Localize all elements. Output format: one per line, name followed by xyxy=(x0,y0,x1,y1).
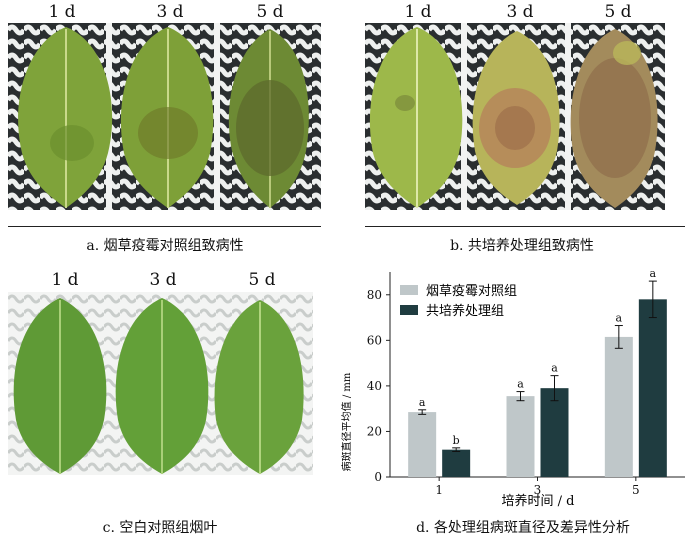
significance-label: a xyxy=(551,362,558,375)
day-label: 1 d xyxy=(48,2,76,22)
bar-control xyxy=(604,336,633,477)
significance-label: a xyxy=(650,267,657,280)
leaf-photo-blank xyxy=(8,292,313,475)
day-label: 5 d xyxy=(604,2,632,22)
panel-c-caption: c. 空白对照组烟叶 xyxy=(102,520,218,536)
y-tick-label: 20 xyxy=(367,424,382,438)
legend-swatch-treatment xyxy=(400,305,418,315)
day-label: 5 d xyxy=(256,2,284,22)
x-tick-label: 1 xyxy=(435,483,443,497)
x-axis-label: 培养时间 / d xyxy=(502,493,575,507)
caption-rule xyxy=(8,226,321,227)
day-label: 3 d xyxy=(506,2,534,22)
panel-a-caption: a. 烟草疫霉对照组致病性 xyxy=(86,238,244,254)
significance-label: a xyxy=(517,378,524,391)
legend-label-control: 烟草疫霉对照组 xyxy=(426,283,517,299)
x-tick-label: 5 xyxy=(632,483,640,497)
x-tick-label: 3 xyxy=(534,483,542,497)
significance-label: b xyxy=(453,434,460,447)
legend: 烟草疫霉对照组 共培养处理组 xyxy=(400,283,517,319)
leaf-photo-control xyxy=(8,23,321,210)
day-label: 1 d xyxy=(404,2,432,22)
leaf-photo-cocultured xyxy=(365,23,665,210)
day-label: 3 d xyxy=(149,270,177,290)
legend-label-treatment: 共培养处理组 xyxy=(426,303,504,319)
panel-b-caption: b. 共培养处理组致病性 xyxy=(450,238,594,254)
bar-treatment xyxy=(540,388,569,477)
day-label: 3 d xyxy=(156,2,184,22)
bar-control xyxy=(506,396,535,477)
day-label: 5 d xyxy=(248,270,276,290)
panel-d: 0 20 40 60 80 1 a b 3 a a 5 a a 烟草疫霉对照组 共培养处理组 病斑直径平均… xyxy=(330,262,700,536)
y-tick-label: 60 xyxy=(367,333,382,347)
day-label: 1 d xyxy=(51,270,79,290)
significance-label: a xyxy=(616,312,623,325)
bar-chart: 0 20 40 60 80 1 a b 3 a a 5 a a 烟草疫霉对照组 共培养处理组 病斑直径平均… xyxy=(340,267,685,509)
bar-control xyxy=(408,412,437,477)
y-tick-label: 80 xyxy=(367,288,382,302)
legend-swatch-control xyxy=(400,285,418,295)
panel-d-caption: d. 各处理组病斑直径及差异性分析 xyxy=(416,520,630,536)
bar-treatment xyxy=(638,299,667,477)
y-tick-label: 0 xyxy=(374,470,382,484)
y-axis-label: 病斑直径平均值 / mm xyxy=(340,372,353,471)
caption-rule xyxy=(365,226,685,227)
bar-treatment xyxy=(442,449,471,477)
y-tick-label: 40 xyxy=(367,379,382,393)
significance-label: a xyxy=(419,396,426,409)
